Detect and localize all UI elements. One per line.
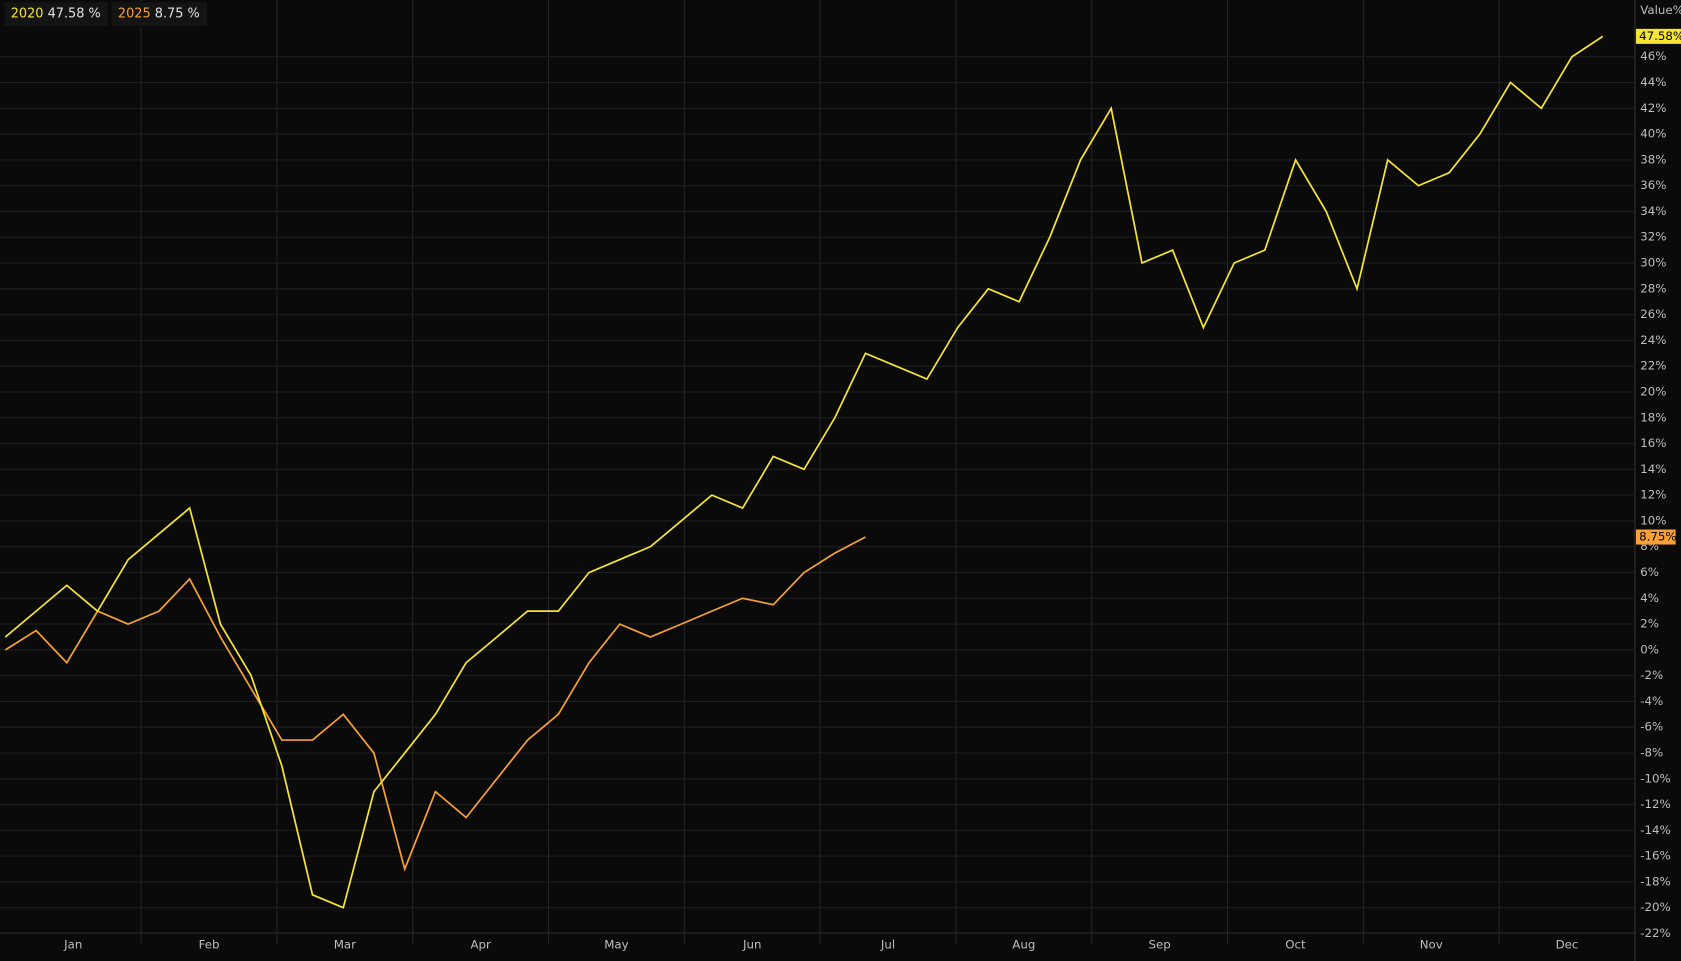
x-tick-label: Sep [1149,937,1171,951]
y-tick-label: -8% [1640,745,1663,759]
y-tick-label: 32% [1640,230,1666,244]
y-tick-label: -10% [1640,771,1670,785]
y-tick-label: 38% [1640,152,1666,166]
legend-value: 47.58 % [48,6,101,21]
y-tick-label: -16% [1640,849,1670,863]
y-tick-label: 16% [1640,436,1666,450]
y-tick-label: 30% [1640,256,1666,270]
x-tick-label: Feb [199,937,220,951]
series-line [4,536,866,872]
legend-item: 2020 47.58 % [4,2,108,26]
end-label-box [1635,529,1676,545]
y-tick-label: 12% [1640,488,1666,502]
y-tick-label: 34% [1640,204,1666,218]
y-tick-label: -6% [1640,720,1663,734]
x-tick-label: Oct [1285,937,1306,951]
legend-box [111,2,207,26]
y-tick-label: 22% [1640,359,1666,373]
end-label: 8.75% [1639,530,1676,544]
y-tick-label: 36% [1640,178,1666,192]
y-tick-label: 0% [1640,642,1659,656]
x-tick-label: May [604,937,628,951]
y-tick-label: 4% [1640,591,1659,605]
legend-name: 2025 [118,6,151,21]
x-tick-label: Mar [334,937,356,951]
y-axis-label: Value% [1640,3,1681,17]
y-tick-label: -2% [1640,668,1663,682]
legend-box [4,2,108,26]
y-tick-label: 28% [1640,281,1666,295]
y-tick-label: -14% [1640,823,1670,837]
y-tick-label: 44% [1640,75,1666,89]
legend-item: 2025 8.75 % [111,2,207,26]
legend-name: 2020 [11,6,44,21]
x-tick-label: Nov [1420,937,1443,951]
y-tick-label: 42% [1640,101,1666,115]
series-line [4,35,1604,909]
y-tick-label: -4% [1640,694,1663,708]
y-tick-label: 18% [1640,410,1666,424]
end-label: 47.58% [1639,29,1681,43]
x-tick-label: Jul [880,937,895,951]
y-tick-label: 14% [1640,462,1666,476]
x-tick-label: Dec [1556,937,1579,951]
y-tick-label: -20% [1640,900,1670,914]
x-tick-label: Aug [1012,937,1035,951]
x-tick-label: Jan [63,937,82,951]
y-tick-label: 20% [1640,384,1666,398]
x-tick-label: Jun [742,937,761,951]
x-tick-label: Apr [470,937,491,951]
y-tick-label: 46% [1640,49,1666,63]
y-tick-label: 40% [1640,127,1666,141]
end-label-box [1635,28,1681,44]
y-tick-label: 24% [1640,333,1666,347]
y-tick-label: -12% [1640,797,1670,811]
y-tick-label: 6% [1640,565,1659,579]
y-tick-label: 2% [1640,617,1659,631]
y-tick-label: 10% [1640,513,1666,527]
legend-value: 8.75 % [155,6,200,21]
y-tick-label: -18% [1640,874,1670,888]
y-tick-label: -22% [1640,926,1670,940]
y-tick-label: 26% [1640,307,1666,321]
